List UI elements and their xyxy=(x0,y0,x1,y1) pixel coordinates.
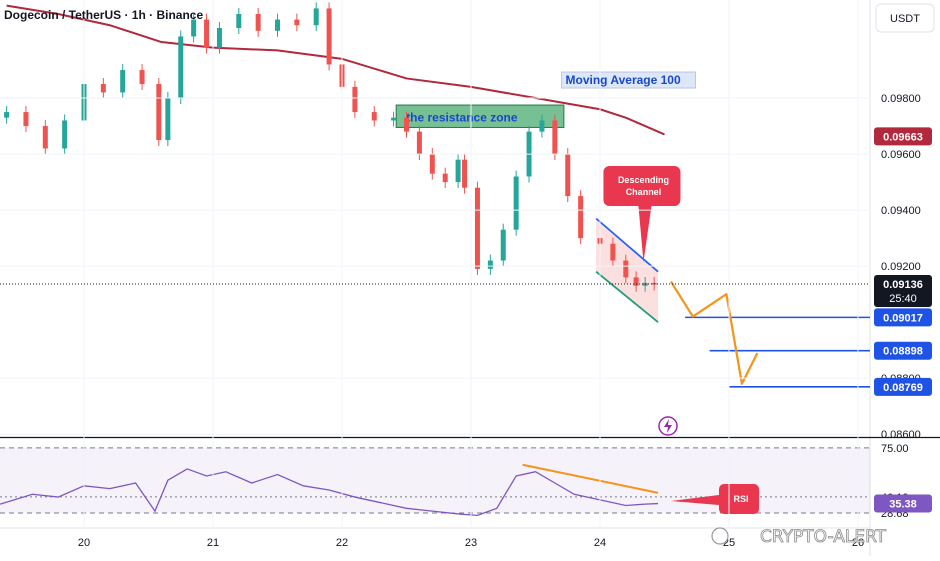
channel-lower-line xyxy=(595,271,659,323)
candle-body xyxy=(455,159,461,183)
target-price-tag-bg xyxy=(874,308,932,327)
time-tick-label: 20 xyxy=(78,537,90,549)
candle-body xyxy=(610,243,616,261)
lightning-icon[interactable] xyxy=(664,419,672,433)
candle-body xyxy=(4,112,10,118)
candle-body xyxy=(462,159,468,188)
resistance-zone xyxy=(395,104,565,128)
candle-body xyxy=(391,117,397,121)
candle-body xyxy=(255,14,261,31)
chart-title: Dogecoin / TetherUS · 1h · Binance xyxy=(4,8,203,22)
candle-body xyxy=(416,131,422,155)
candle-body xyxy=(275,19,280,31)
countdown-tag: 25:40 xyxy=(889,293,917,305)
rsi-level-label: 75.00 xyxy=(881,443,909,455)
watermark-logo-icon xyxy=(711,527,729,545)
price-tick-label: 0.09800 xyxy=(881,93,921,105)
ma-label-box xyxy=(561,71,696,89)
price-tick-label: 0.08600 xyxy=(881,429,921,441)
channel-callout-label: Channel xyxy=(626,187,662,197)
candle-body xyxy=(23,112,29,127)
candle-body xyxy=(623,260,629,278)
time-tick-label: 22 xyxy=(336,537,348,549)
rsi-callout-label: RSI xyxy=(733,494,748,504)
time-tick-label: 24 xyxy=(594,537,606,549)
candle-body xyxy=(204,19,210,48)
rsi-value-tag-bg xyxy=(874,494,932,513)
candle-body xyxy=(352,86,358,113)
candle-body xyxy=(178,36,184,99)
candle-body xyxy=(156,84,162,141)
candle-body xyxy=(313,8,319,26)
candle-body xyxy=(442,173,448,183)
candle-body xyxy=(139,70,145,85)
candle-body xyxy=(62,120,68,149)
candle-body xyxy=(539,120,545,132)
rsi-divergence-line xyxy=(522,463,659,494)
target-price-tag-bg xyxy=(874,341,932,360)
candle-body xyxy=(500,229,506,261)
currency-button-label[interactable]: USDT xyxy=(890,13,920,25)
candle-body xyxy=(236,14,242,29)
candle-body xyxy=(487,260,493,269)
candle-body xyxy=(474,187,480,269)
projection-arrow xyxy=(670,280,759,385)
watermark: CRYPTO-ALERT xyxy=(760,527,887,547)
candle-body xyxy=(42,126,48,149)
rsi-callout xyxy=(671,484,759,514)
time-tick-label: 21 xyxy=(207,537,219,549)
time-tick-label: 26 xyxy=(852,537,864,549)
watermark-group: CRYPTO-ALERT xyxy=(711,527,887,547)
price-tick-label: 0.09400 xyxy=(881,205,921,217)
current-price-tag: 0.09136 xyxy=(883,279,923,291)
currency-button[interactable]: USDT xyxy=(875,3,935,33)
currency-button-frame[interactable] xyxy=(875,3,935,33)
ma-label: Moving Average 100 xyxy=(566,73,681,87)
current-price-tag-bg xyxy=(874,275,932,308)
target-price-tag-bg xyxy=(874,377,932,396)
channel-callout xyxy=(603,166,681,262)
target-price-tag: 0.09017 xyxy=(883,312,923,324)
candle-body xyxy=(294,19,300,26)
candle-body xyxy=(191,19,197,37)
channel-fill xyxy=(596,218,659,323)
candle-body xyxy=(120,70,126,93)
candle-body xyxy=(429,154,435,174)
channel-callout-label: Descending xyxy=(618,175,669,185)
candle-body xyxy=(552,120,558,155)
alert-icon[interactable] xyxy=(658,416,678,436)
candle-body xyxy=(513,176,519,230)
channel-upper-line xyxy=(595,217,659,273)
time-tick-label: 23 xyxy=(465,537,477,549)
candle-body xyxy=(578,196,584,239)
candle-body xyxy=(404,117,409,132)
rsi-value-tag: 35.38 xyxy=(889,499,917,511)
candle-body xyxy=(100,84,106,93)
candle-body xyxy=(165,98,171,141)
ma-price-tag-bg xyxy=(874,127,932,146)
target-price-tag: 0.08769 xyxy=(883,382,923,394)
price-tick-label: 0.09600 xyxy=(881,149,921,161)
candle-body xyxy=(326,8,332,65)
ma-price-tag: 0.09663 xyxy=(883,131,923,143)
price-tick-label: 0.09200 xyxy=(881,261,921,273)
resistance-zone-label: the resistance zone xyxy=(406,110,518,124)
candle-body xyxy=(565,154,571,197)
candle-body xyxy=(371,112,377,121)
target-price-tag: 0.08898 xyxy=(883,346,923,358)
candle-body xyxy=(216,28,222,48)
candle-body xyxy=(633,277,639,286)
